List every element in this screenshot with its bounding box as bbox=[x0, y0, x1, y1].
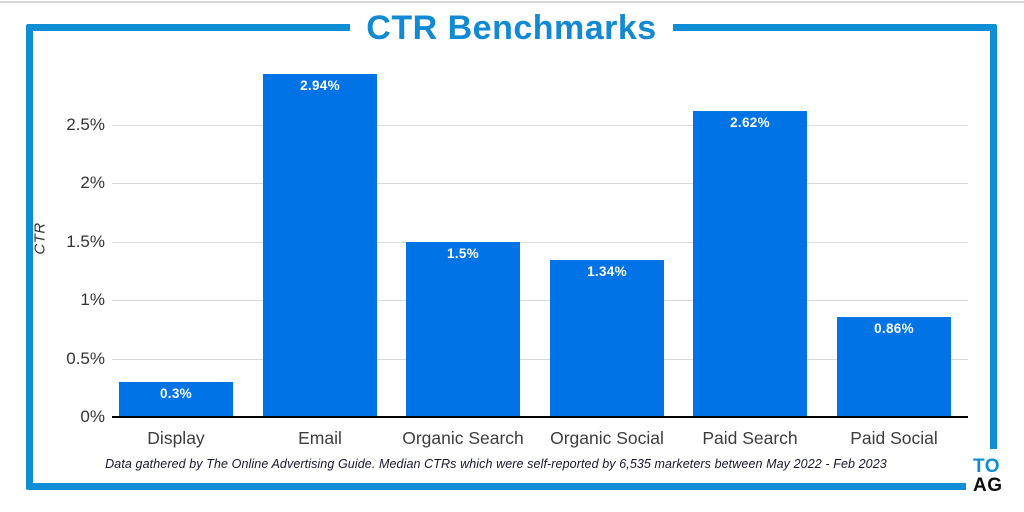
bar-email bbox=[263, 74, 377, 417]
gridline-1% bbox=[112, 300, 968, 301]
y-tick-label-1%: 1% bbox=[80, 290, 105, 309]
gridline-2.5% bbox=[112, 125, 968, 126]
bar-value-label-paid-search: 2.62% bbox=[730, 115, 770, 130]
bar-value-label-paid-social: 0.86% bbox=[874, 321, 914, 336]
x-category-label-organic-search: Organic Search bbox=[402, 428, 524, 448]
chart-title-text: CTR Benchmarks bbox=[350, 5, 673, 51]
chart-title: CTR Benchmarks bbox=[26, 5, 997, 51]
y-tick-label-0%: 0% bbox=[80, 407, 105, 426]
bar-organic-search bbox=[406, 242, 520, 417]
y-tick-label-0.5%: 0.5% bbox=[66, 349, 105, 368]
y-tick-label-2%: 2% bbox=[80, 173, 105, 192]
bar-value-label-display: 0.3% bbox=[160, 386, 192, 401]
source-note: Data gathered by The Online Advertising … bbox=[105, 457, 887, 471]
bar-paid-search bbox=[693, 111, 807, 417]
x-category-label-organic-social: Organic Social bbox=[550, 428, 664, 448]
x-category-label-paid-search: Paid Search bbox=[702, 428, 798, 448]
gridline-1.5% bbox=[112, 242, 968, 243]
x-category-label-email: Email bbox=[298, 428, 342, 448]
gridline-0.5% bbox=[112, 359, 968, 360]
bar-value-label-organic-social: 1.34% bbox=[587, 264, 627, 279]
y-tick-label-1.5%: 1.5% bbox=[66, 232, 105, 251]
logo-line-1: TO bbox=[973, 456, 1001, 477]
bar-paid-social bbox=[837, 317, 951, 417]
y-tick-label-2.5%: 2.5% bbox=[66, 115, 105, 134]
bar-organic-social bbox=[550, 260, 664, 417]
x-axis-line bbox=[112, 416, 968, 418]
bar-value-label-organic-search: 1.5% bbox=[447, 246, 479, 261]
bar-value-label-email: 2.94% bbox=[300, 78, 340, 93]
x-category-label-paid-social: Paid Social bbox=[850, 428, 938, 448]
top-divider-line bbox=[0, 1, 1024, 3]
x-category-label-display: Display bbox=[147, 428, 205, 448]
bar-display bbox=[119, 382, 233, 417]
gridline-2% bbox=[112, 183, 968, 184]
logo-line-2: AG bbox=[973, 475, 1003, 496]
online-advertising-guide-logo: TO AG bbox=[966, 449, 1024, 512]
